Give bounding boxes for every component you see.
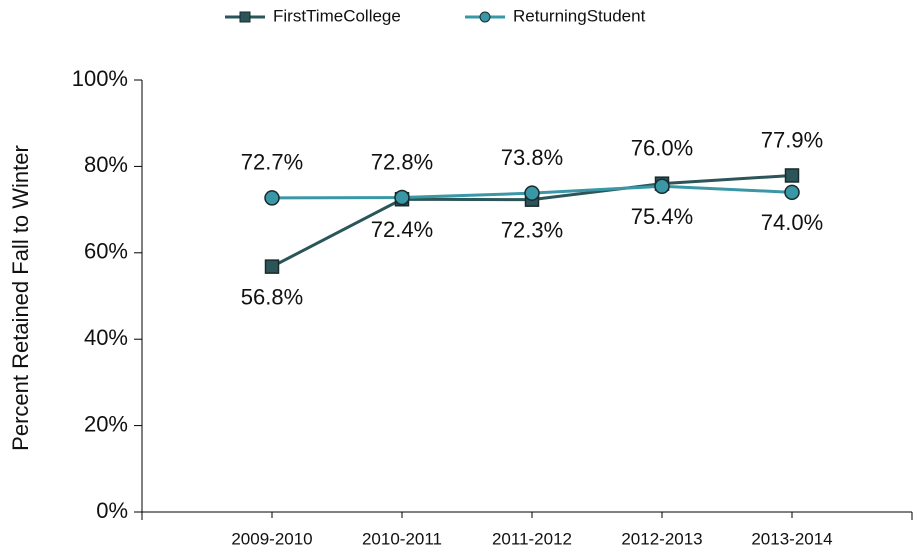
y-axis-label: Percent Retained Fall to Winter	[8, 145, 33, 451]
y-tick-label: 100%	[72, 66, 128, 91]
data-label: 72.3%	[501, 217, 563, 242]
x-tick-label: 2013-2014	[751, 529, 832, 548]
legend-label: ReturningStudent	[513, 6, 646, 25]
x-tick-label: 2011-2012	[492, 529, 572, 548]
x-tick-label: 2012-2013	[621, 529, 702, 548]
marker	[264, 259, 280, 274]
y-tick-label: 20%	[84, 411, 128, 436]
marker	[524, 185, 540, 201]
data-label: 76.0%	[631, 135, 693, 160]
marker	[784, 184, 800, 201]
legend-marker	[479, 11, 491, 23]
x-tick-label: 2009-2010	[231, 529, 312, 548]
marker	[654, 178, 670, 195]
y-tick-label: 80%	[84, 152, 128, 177]
y-tick-label: 0%	[96, 498, 128, 523]
y-tick-label: 40%	[84, 325, 128, 350]
data-label: 72.4%	[371, 217, 433, 242]
data-label: 74.0%	[761, 210, 823, 235]
data-label: 75.4%	[631, 204, 693, 229]
data-label: 72.7%	[241, 150, 303, 175]
data-label: 77.9%	[761, 127, 823, 152]
data-label: 56.8%	[241, 284, 303, 309]
legend-label: FirstTimeCollege	[273, 6, 401, 25]
marker	[264, 190, 280, 206]
marker	[394, 189, 410, 206]
marker	[784, 168, 800, 183]
data-label: 73.8%	[501, 145, 563, 170]
legend-marker	[239, 11, 251, 23]
y-tick-label: 60%	[84, 239, 128, 264]
x-tick-label: 2010-2011	[362, 529, 442, 548]
data-label: 72.8%	[371, 149, 433, 174]
